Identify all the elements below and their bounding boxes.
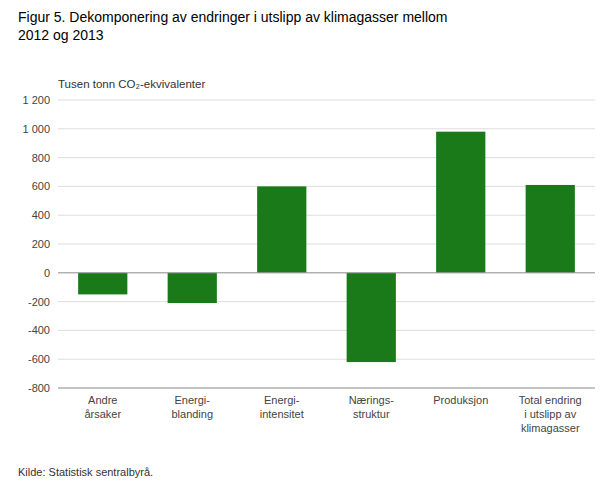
bar [347,273,396,362]
x-tick-label-line: blanding [171,408,213,420]
x-tick-label-line: struktur [353,408,390,420]
bar [526,185,575,273]
x-tick-label-line: Andre [88,394,117,406]
y-tick-label: 200 [32,238,50,250]
y-axis-label: Tusen tonn CO₂-ekvivalenter [58,78,205,90]
bars [78,132,575,362]
x-tick-label: Nærings-struktur [349,394,395,420]
source: Kilde: Statistisk sentralbyrå. [18,466,153,478]
grid-line [58,128,595,129]
grid-line [58,186,595,187]
background [0,0,610,488]
y-tick-label: 0 [44,267,50,279]
grid-line [58,330,595,331]
grid-line [58,359,595,360]
x-tick-label-line: Total endring [519,394,582,406]
chart-svg: Figur 5. Dekomponering av endringer i ut… [0,0,610,488]
x-tick-label: Produksjon [433,394,488,406]
bar [436,132,485,273]
x-tick-label: Andre årsaker [84,394,121,420]
x-tick-label: Energi-intensitet [260,394,304,420]
x-tick-label-line: i utslipp av [524,408,576,420]
grid-line [58,215,595,216]
zero-line [58,272,595,273]
x-tick-label-line: intensitet [260,408,304,420]
title-line: Figur 5. Dekomponering av endringer i ut… [18,9,448,25]
y-tick-label: 400 [32,209,50,221]
bar [168,273,217,303]
x-axis-line [58,388,595,389]
grid-line [58,244,595,245]
bar [78,273,127,295]
y-tick-label: -200 [28,296,50,308]
bar [257,186,306,272]
title: Figur 5. Dekomponering av endringer i ut… [18,9,448,43]
y-tick-label: 800 [32,152,50,164]
x-tick-label-line: årsaker [84,408,121,420]
x-tick-label-line: Produksjon [433,394,488,406]
x-tick-label: Total endring i utslipp av klimagasser [519,394,582,434]
grid-line [58,301,595,302]
y-tick-label: -400 [28,324,50,336]
grid [58,100,595,388]
grid-line [58,157,595,158]
x-tick-label-line: Nærings- [349,394,395,406]
y-tick-label: 1 000 [22,123,50,135]
y-tick-label: 600 [32,180,50,192]
chart-container: Figur 5. Dekomponering av endringer i ut… [0,0,610,488]
y-tick-label: -600 [28,353,50,365]
grid-line [58,388,595,389]
title-line: 2012 og 2013 [18,27,104,43]
x-tick-label-line: Energi- [175,394,211,406]
y-tick-label: -800 [28,382,50,394]
grid-line [58,272,595,273]
y-tick-label: 1 200 [22,94,50,106]
x-tick-label-line: Energi- [264,394,300,406]
x-tick-label-line: klimagasser [521,422,580,434]
grid-line [58,100,595,101]
x-tick-label: Energi-blanding [171,394,213,420]
